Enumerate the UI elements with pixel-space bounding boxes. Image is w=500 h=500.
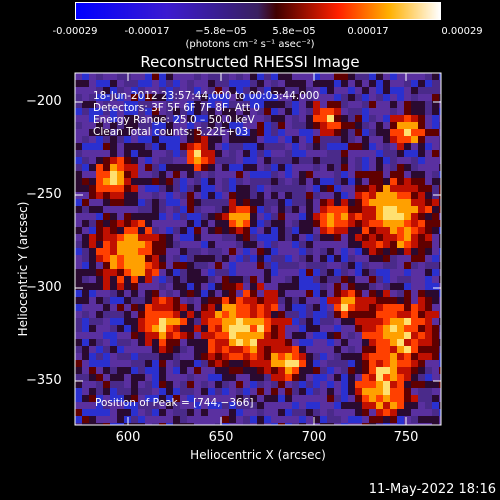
y-axis-label: Heliocentric Y (arcsec) xyxy=(16,201,30,337)
colorbar-tick: 5.8e−05 xyxy=(272,26,316,37)
colorbar-tick: −5.8e−05 xyxy=(195,26,247,37)
colorbar-tick: -0.00029 xyxy=(52,26,98,37)
plot-date: 11-May-2022 18:16 xyxy=(368,482,496,497)
info-clean-counts: Clean Total counts: 5.22E+03 xyxy=(93,126,249,138)
info-detectors: Detectors: 3F 5F 6F 7F 8F, Att 0 xyxy=(93,102,260,114)
colorbar-tick: 0.00029 xyxy=(441,26,483,37)
x-tick-label: 700 xyxy=(301,430,327,445)
colorbar xyxy=(75,2,441,20)
x-tick-label: 750 xyxy=(393,430,419,445)
colorbar-tick: 0.00017 xyxy=(347,26,389,37)
info-time-range: 18-Jun-2012 23:57:44.000 to 00:03:44.000 xyxy=(93,90,320,102)
x-tick-label: 600 xyxy=(115,430,141,445)
y-tick-label: −200 xyxy=(26,94,62,109)
peak-position: Position of Peak = [744,−366] xyxy=(95,397,254,409)
y-tick-label: −250 xyxy=(26,187,62,202)
colorbar-tick: -0.00017 xyxy=(124,26,170,37)
x-tick-label: 650 xyxy=(208,430,234,445)
y-tick-label: −350 xyxy=(26,373,62,388)
x-axis-label: Heliocentric X (arcsec) xyxy=(190,448,326,462)
y-tick-label: −300 xyxy=(26,280,62,295)
colorbar-units: (photons cm⁻² s⁻¹ asec⁻²) xyxy=(185,39,315,50)
info-energy-range: Energy Range: 25.0 – 50.0 keV xyxy=(93,114,255,126)
plot-title: Reconstructed RHESSI Image xyxy=(140,53,360,71)
